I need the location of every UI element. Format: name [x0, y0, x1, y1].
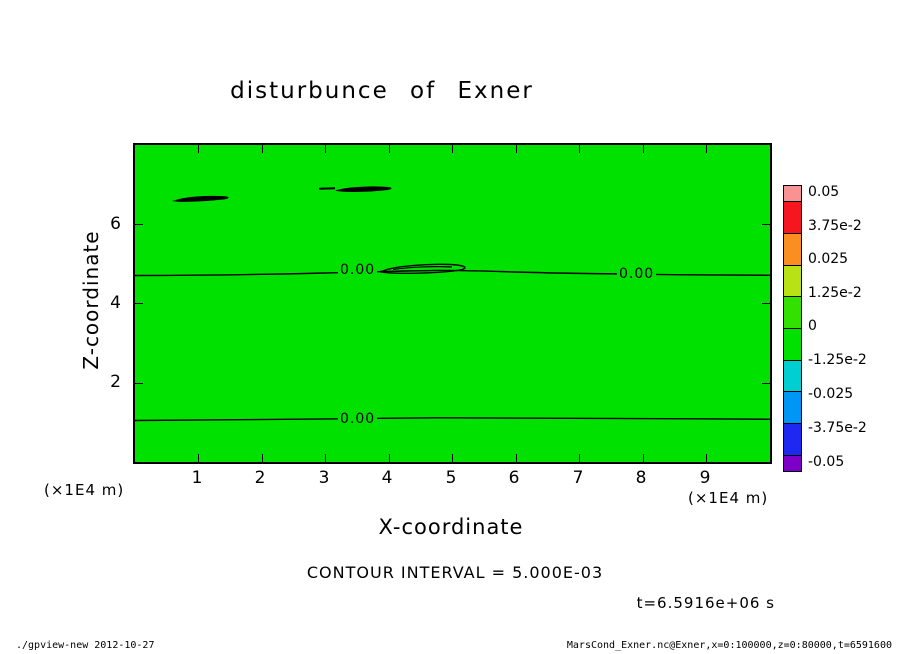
x-tick-label: 3 [318, 468, 330, 488]
x-tick-label: 9 [699, 468, 711, 488]
colorbar-segment [784, 328, 801, 360]
plot-area: 0.00 0.00 0.00 [133, 143, 772, 464]
colorbar-segment [784, 296, 801, 329]
x-tick-mark [643, 454, 644, 462]
x-axis-title: X-coordinate [378, 515, 524, 539]
y-axis-unit: (×1E4 m) [44, 481, 125, 499]
colorbar-segment [784, 233, 801, 265]
zero-contour-loop-inner [392, 266, 453, 271]
zero-contour-upper [135, 269, 770, 277]
small-contour-blob-3 [335, 186, 392, 192]
colorbar-segment [784, 201, 801, 233]
contour-interval-label: CONTOUR INTERVAL = 5.000E-03 [306, 563, 604, 582]
footer-program-info: ./gpview-new 2012-10-27 [16, 640, 155, 651]
small-contour-blob-2 [318, 187, 336, 190]
colorbar-segment [784, 391, 801, 424]
colorbar-label: 0.025 [808, 251, 849, 267]
colorbar-segment [784, 454, 801, 472]
zero-contour-loop [379, 263, 466, 274]
y-tick-mark [762, 383, 770, 384]
x-tick-mark [198, 145, 199, 153]
y-tick-label: 2 [110, 372, 121, 392]
x-tick-mark [643, 145, 644, 153]
x-tick-mark [452, 145, 453, 153]
y-tick-mark [135, 303, 143, 304]
contour-lines-svg [135, 186, 770, 422]
x-tick-mark [262, 145, 263, 153]
x-tick-label: 5 [445, 468, 457, 488]
x-tick-label: 1 [191, 468, 203, 488]
x-tick-label: 2 [254, 468, 266, 488]
colorbar-label: 1.25e-2 [808, 285, 862, 301]
y-tick-mark [135, 383, 143, 384]
x-tick-mark [389, 145, 390, 153]
colorbar [783, 185, 802, 472]
x-tick-mark [325, 454, 326, 462]
x-tick-label: 8 [635, 468, 647, 488]
y-tick-mark [135, 224, 143, 225]
x-axis-unit: (×1E4 m) [688, 489, 769, 507]
x-tick-mark [389, 454, 390, 462]
x-tick-label: 7 [572, 468, 584, 488]
y-tick-label: 4 [110, 293, 121, 313]
zero-contour-lower [135, 416, 770, 422]
colorbar-segment [784, 264, 801, 297]
time-annotation: t=6.5916e+06 s [636, 594, 775, 612]
colorbar-label: -0.05 [808, 454, 845, 470]
x-tick-mark [706, 145, 707, 153]
chart-title: disturbunce of Exner [230, 78, 534, 104]
colorbar-label: 0.05 [808, 184, 840, 200]
x-tick-mark [516, 454, 517, 462]
x-tick-label: 4 [381, 468, 393, 488]
x-tick-mark [325, 145, 326, 153]
colorbar-label: 3.75e-2 [808, 218, 862, 234]
x-tick-mark [706, 454, 707, 462]
contour-label: 0.00 [617, 266, 657, 282]
colorbar-label: -1.25e-2 [808, 352, 867, 368]
x-tick-mark [452, 454, 453, 462]
colorbar-segment [784, 359, 801, 392]
x-tick-label: 6 [508, 468, 520, 488]
x-tick-mark [516, 145, 517, 153]
contour-label: 0.00 [338, 262, 378, 278]
y-tick-mark [762, 303, 770, 304]
colorbar-segment [784, 423, 801, 455]
colorbar-label: 0 [808, 318, 817, 334]
y-tick-mark [762, 224, 770, 225]
x-tick-mark [579, 454, 580, 462]
colorbar-label: -0.025 [808, 386, 854, 402]
colorbar-segment [784, 186, 801, 202]
x-tick-mark [198, 454, 199, 462]
footer-data-info: MarsCond_Exner.nc@Exner,x=0:100000,z=0:8… [566, 640, 892, 651]
x-tick-mark [262, 454, 263, 462]
small-contour-blob-1 [172, 195, 229, 202]
contour-label: 0.00 [338, 411, 378, 427]
x-tick-mark [579, 145, 580, 153]
y-tick-label: 6 [110, 214, 121, 234]
colorbar-label: -3.75e-2 [808, 420, 867, 436]
